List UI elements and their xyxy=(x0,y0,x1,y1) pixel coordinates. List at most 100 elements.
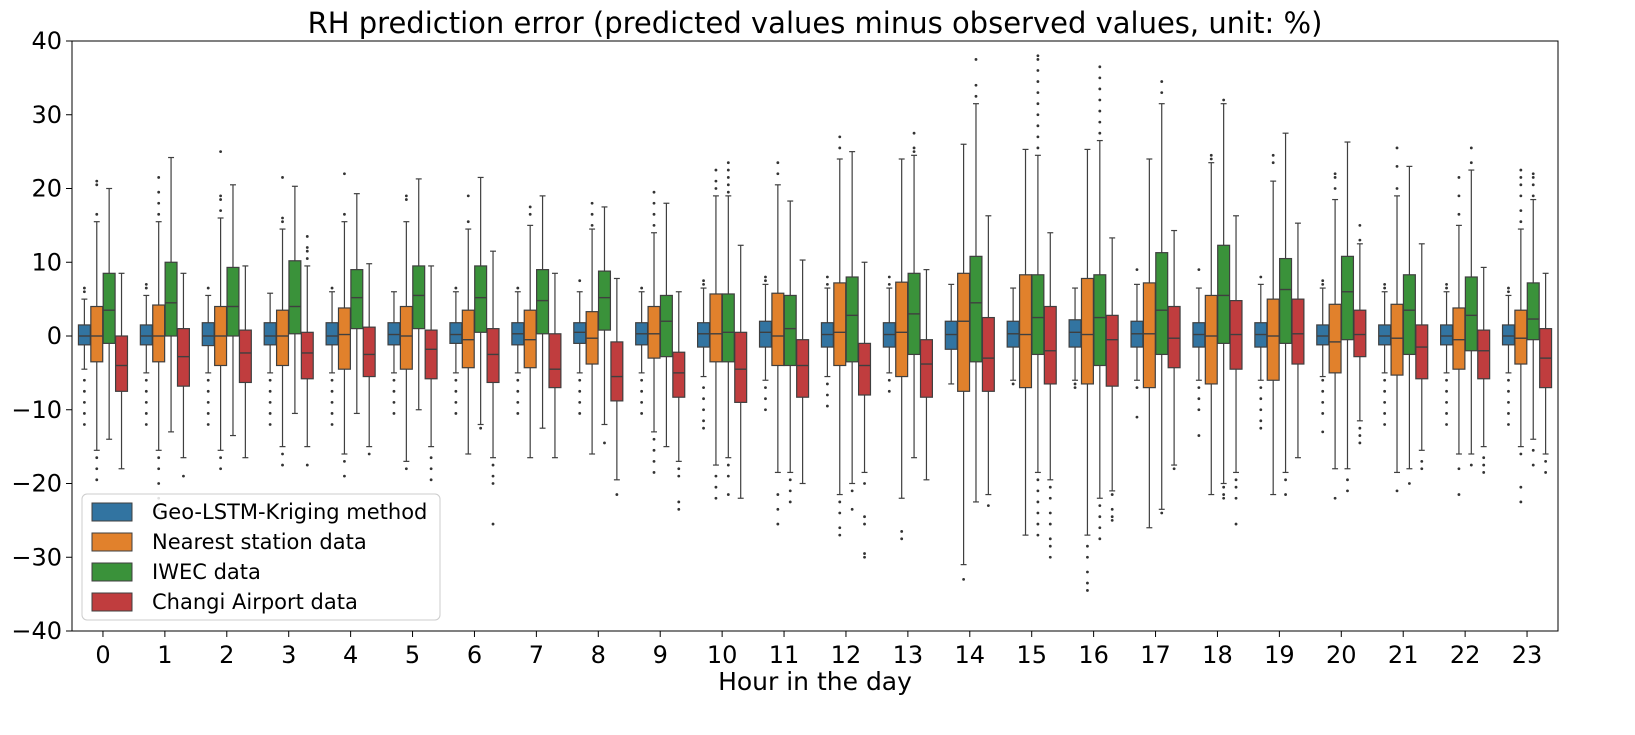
iqr-box xyxy=(1217,244,1231,344)
outlier-point xyxy=(1531,176,1535,179)
box-hour-20 xyxy=(1316,279,1330,434)
outlier-point xyxy=(726,463,730,467)
outlier-point xyxy=(838,146,842,150)
outlier-point xyxy=(404,194,408,198)
iqr-box xyxy=(275,309,290,367)
outlier-point xyxy=(1383,423,1387,426)
outlier-point xyxy=(1395,146,1399,150)
outlier-point xyxy=(281,216,284,220)
outlier-point xyxy=(429,456,433,460)
outlier-point xyxy=(219,198,223,201)
box-hour-22 xyxy=(1452,176,1466,496)
iqr-box xyxy=(1043,305,1057,385)
outlier-point xyxy=(1197,408,1201,412)
box-hour-0 xyxy=(90,179,104,482)
iqr-box xyxy=(919,339,933,398)
outlier-point xyxy=(714,168,718,172)
iqr-box xyxy=(1514,309,1528,365)
outlier-point xyxy=(776,522,780,526)
outlier-point xyxy=(1048,485,1052,489)
outlier-point xyxy=(144,389,148,393)
box-hour-9 xyxy=(647,190,661,474)
outlier-point xyxy=(343,474,346,478)
outlier-point xyxy=(1110,493,1114,496)
outlier-point xyxy=(343,212,346,216)
iqr-box xyxy=(647,305,661,359)
outlier-point xyxy=(1383,389,1387,393)
outlier-point xyxy=(1445,412,1448,415)
outlier-point xyxy=(1519,176,1523,179)
outlier-point xyxy=(1011,382,1015,386)
outlier-point xyxy=(268,400,272,404)
outlier-point xyxy=(1209,157,1213,161)
outlier-point xyxy=(590,201,594,205)
outlier-point xyxy=(454,378,458,382)
outlier-point xyxy=(95,212,99,216)
outlier-point xyxy=(1036,135,1040,139)
box-hour-8 xyxy=(585,201,599,455)
box-hour-15 xyxy=(1018,148,1033,536)
outlier-point xyxy=(305,246,309,249)
outlier-point xyxy=(578,279,582,283)
outlier-point xyxy=(714,179,718,183)
outlier-point xyxy=(330,400,334,404)
outlier-point xyxy=(1420,459,1424,463)
outlier-point xyxy=(1507,400,1510,404)
outlier-point xyxy=(825,404,829,408)
outlier-point xyxy=(1519,194,1523,198)
iqr-box xyxy=(139,324,153,346)
outlier-point xyxy=(850,507,854,511)
outlier-point xyxy=(1086,581,1089,585)
outlier-point xyxy=(1197,397,1201,401)
outlier-point xyxy=(1271,161,1275,165)
outlier-point xyxy=(144,378,148,382)
outlier-point xyxy=(825,393,829,397)
iqr-box xyxy=(969,255,983,363)
outlier-point xyxy=(1160,91,1164,95)
box-hour-11 xyxy=(758,275,773,412)
iqr-box xyxy=(1415,324,1429,380)
outlier-point xyxy=(1036,102,1040,106)
outlier-point xyxy=(95,456,99,460)
iqr-box xyxy=(1390,303,1404,376)
outlier-point xyxy=(404,198,408,201)
outlier-point xyxy=(82,400,86,404)
box-hour-23 xyxy=(1526,172,1540,467)
iqr-box xyxy=(610,341,624,402)
outlier-point xyxy=(157,176,161,179)
outlier-point xyxy=(1036,146,1040,150)
outlier-point xyxy=(454,286,458,290)
box-hour-11 xyxy=(783,200,797,504)
outlier-point xyxy=(219,467,223,471)
box-hour-9 xyxy=(659,202,673,448)
outlier-point xyxy=(206,286,210,290)
box-hour-7 xyxy=(511,286,525,415)
box-hour-15 xyxy=(1031,54,1045,537)
outlier-point xyxy=(1395,489,1399,493)
box-hour-15 xyxy=(1043,232,1057,559)
outlier-point xyxy=(1048,555,1052,559)
box-hour-13 xyxy=(882,275,896,393)
iqr-box xyxy=(325,322,339,346)
outlier-point xyxy=(1222,496,1226,500)
outlier-point xyxy=(1507,378,1510,382)
x-tick-label: 21 xyxy=(1388,641,1419,669)
iqr-box xyxy=(461,309,475,369)
iqr-box xyxy=(709,293,723,363)
outlier-point xyxy=(1445,423,1448,426)
legend-item: IWEC data xyxy=(91,560,261,584)
iqr-box xyxy=(1501,324,1516,346)
outlier-point xyxy=(702,279,705,283)
outlier-point xyxy=(1036,54,1040,58)
x-tick-label: 2 xyxy=(219,641,234,669)
outlier-point xyxy=(516,378,520,382)
outlier-point xyxy=(1197,434,1201,437)
iqr-box xyxy=(1068,319,1082,348)
outlier-point xyxy=(702,282,705,286)
iqr-box xyxy=(1291,298,1305,365)
iqr-box xyxy=(152,304,166,363)
box-hour-21 xyxy=(1415,243,1429,471)
outlier-point xyxy=(206,423,210,426)
box-hour-0 xyxy=(77,286,91,426)
outlier-point xyxy=(652,212,656,216)
